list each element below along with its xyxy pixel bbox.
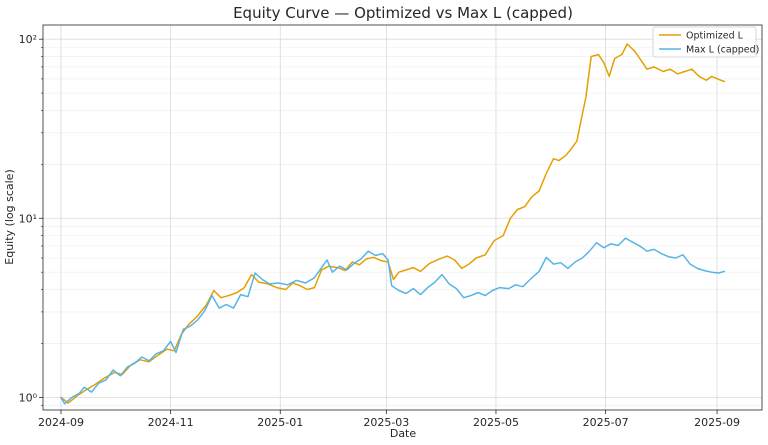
x-tick-label: 2025-01 [257,416,303,429]
y-tick-label: 10¹ [19,212,37,225]
y-tick-label: 10² [19,33,37,46]
y-tick-label: 10⁰ [19,391,38,404]
y-axis-label: Equity (log scale) [3,169,16,264]
x-tick-label: 2025-05 [473,416,519,429]
y-axis: 10⁰ 10¹ 10² [19,33,43,406]
x-tick-label: 2024-11 [148,416,194,429]
x-tick-label: 2025-09 [694,416,740,429]
legend-label-maxl: Max L (capped) [686,45,759,56]
plot-frame [42,24,763,411]
x-tick-label: 2025-07 [583,416,629,429]
grid [43,25,762,410]
x-tick-label: 2025-03 [363,416,409,429]
x-tick-label: 2024-09 [38,416,84,429]
legend: Optimized L Max L (capped) [652,26,759,58]
series-line-optimized-l [60,43,726,404]
x-axis: 2024-09 2024-11 2025-01 2025-03 2025-05 2025-… [38,410,740,429]
chart-title: Equity Curve — Optimized vs Max L (cappe… [233,4,573,22]
series-layer [60,43,726,405]
legend-label-optimized: Optimized L [686,31,744,42]
x-axis-label: Date [390,427,417,440]
series-line-max-l-capped [60,237,726,405]
